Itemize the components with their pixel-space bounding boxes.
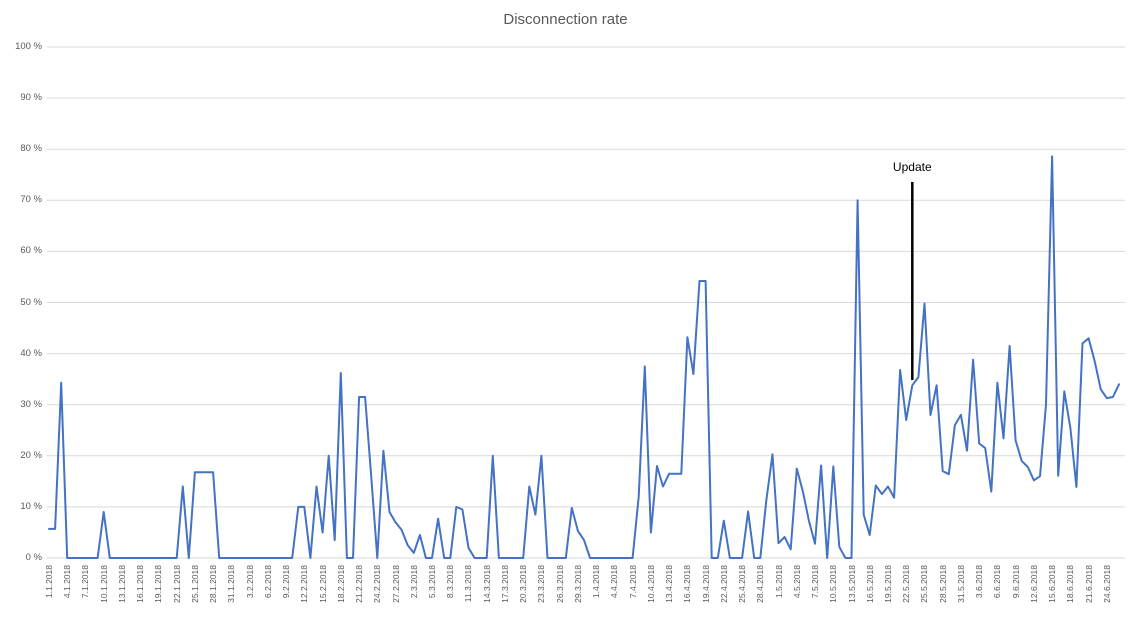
- x-tick-label: 23.3.2018: [536, 565, 547, 603]
- x-tick-label: 18.2.2018: [335, 565, 346, 603]
- x-tick-label: 15.2.2018: [317, 565, 328, 603]
- x-tick-label: 6.6.2018: [992, 565, 1003, 599]
- y-tick-label: 100 %: [15, 41, 42, 52]
- x-tick-label: 22.4.2018: [718, 565, 729, 603]
- x-tick-label: 10.4.2018: [645, 565, 656, 603]
- x-tick-label: 10.1.2018: [98, 565, 109, 603]
- y-tick-label: 20 %: [20, 449, 42, 461]
- x-tick-label: 12.6.2018: [1028, 565, 1039, 603]
- x-tick-label: 3.2.2018: [244, 565, 255, 599]
- x-tick-label: 27.2.2018: [390, 565, 401, 603]
- x-tick-label: 1.1.2018: [44, 565, 54, 599]
- x-tick-label: 21.2.2018: [354, 565, 365, 603]
- x-tick-label: 15.6.2018: [1047, 565, 1058, 603]
- x-tick-label: 4.5.2018: [791, 565, 802, 599]
- x-tick-label: 4.1.2018: [62, 565, 73, 599]
- x-tick-label: 2.3.2018: [408, 565, 419, 599]
- x-tick-label: 25.5.2018: [919, 565, 930, 603]
- y-tick-label: 40 %: [20, 347, 42, 359]
- x-tick-label: 9.2.2018: [281, 565, 292, 599]
- y-tick-label: 90 %: [20, 92, 42, 104]
- x-tick-label: 16.4.2018: [682, 565, 693, 603]
- x-tick-label: 31.1.2018: [226, 565, 237, 603]
- y-tick-label: 60 %: [20, 245, 42, 257]
- y-tick-label: 0 %: [25, 552, 42, 563]
- x-tick-label: 19.4.2018: [700, 565, 711, 603]
- x-tick-label: 22.5.2018: [901, 565, 912, 603]
- x-tick-label: 14.3.2018: [481, 565, 492, 603]
- x-tick-label: 7.4.2018: [627, 565, 638, 599]
- y-tick-label: 80 %: [20, 143, 42, 155]
- x-tick-label: 11.3.2018: [463, 565, 474, 603]
- x-tick-label: 28.1.2018: [208, 565, 219, 603]
- x-tick-label: 28.4.2018: [755, 565, 766, 603]
- x-tick-label: 17.3.2018: [499, 565, 510, 603]
- x-tick-label: 24.2.2018: [372, 565, 383, 603]
- x-tick-label: 9.6.2018: [1010, 565, 1021, 599]
- x-tick-label: 13.4.2018: [664, 565, 675, 603]
- x-tick-label: 20.3.2018: [518, 565, 529, 603]
- x-tick-label: 13.5.2018: [846, 565, 857, 603]
- x-tick-label: 18.6.2018: [1065, 565, 1076, 603]
- x-tick-label: 29.3.2018: [572, 565, 583, 603]
- x-tick-label: 19.5.2018: [882, 565, 893, 603]
- x-tick-label: 3.6.2018: [974, 565, 985, 599]
- x-tick-label: 25.4.2018: [737, 565, 748, 603]
- x-tick-label: 19.1.2018: [153, 565, 164, 603]
- x-tick-label: 8.3.2018: [445, 565, 456, 599]
- x-tick-label: 26.3.2018: [554, 565, 565, 603]
- x-tick-label: 21.6.2018: [1083, 565, 1094, 603]
- x-tick-label: 1.5.2018: [773, 565, 784, 599]
- y-tick-label: 30 %: [20, 398, 42, 410]
- y-tick-label: 70 %: [20, 194, 42, 206]
- x-tick-label: 6.2.2018: [262, 565, 273, 599]
- x-tick-label: 7.1.2018: [80, 565, 91, 599]
- x-tick-label: 16.5.2018: [864, 565, 875, 603]
- x-tick-label: 22.1.2018: [171, 565, 182, 603]
- y-tick-label: 10 %: [20, 500, 42, 512]
- chart-title: Disconnection rate: [503, 11, 628, 28]
- x-tick-label: 28.5.2018: [937, 565, 948, 603]
- series-line: [48, 155, 1120, 559]
- x-tick-label: 5.3.2018: [427, 565, 437, 599]
- annotation-label: Update: [892, 160, 932, 174]
- x-tick-label: 12.2.2018: [299, 565, 310, 603]
- x-tick-label: 16.1.2018: [135, 565, 146, 603]
- x-tick-label: 1.4.2018: [591, 565, 602, 599]
- x-tick-label: 10.5.2018: [828, 565, 839, 603]
- x-tick-label: 31.5.2018: [955, 565, 966, 603]
- x-tick-label: 25.1.2018: [189, 565, 200, 603]
- x-tick-label: 24.6.2018: [1101, 565, 1112, 603]
- x-tick-label: 13.1.2018: [116, 565, 127, 603]
- y-tick-label: 50 %: [20, 296, 42, 308]
- x-tick-label: 7.5.2018: [810, 565, 821, 599]
- x-tick-label: 4.4.2018: [609, 565, 620, 599]
